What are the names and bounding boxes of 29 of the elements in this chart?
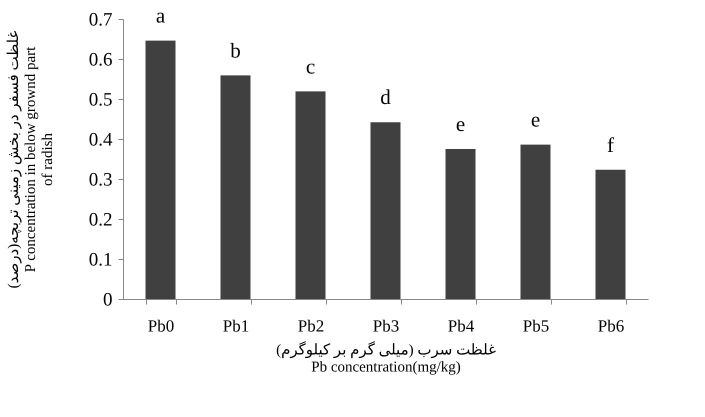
y-tick-label: 0.3 bbox=[88, 170, 112, 190]
x-tick-label: Pb0 bbox=[148, 316, 174, 336]
x-tick-label: Pb4 bbox=[448, 316, 475, 336]
annotation: b bbox=[230, 38, 241, 62]
y-tick-label: 0.6 bbox=[88, 50, 112, 70]
x-tick-label: Pb6 bbox=[598, 316, 624, 336]
bar bbox=[296, 91, 326, 299]
annotation: a bbox=[156, 4, 166, 28]
annotation: f bbox=[607, 132, 614, 157]
x-tick-label: Pb3 bbox=[372, 316, 400, 336]
y-tick-label: 0.7 bbox=[88, 10, 112, 30]
x-tick-label: Pb2 bbox=[298, 316, 324, 336]
bar bbox=[220, 75, 250, 299]
bar bbox=[596, 170, 626, 299]
x-tick-label: Pb5 bbox=[522, 316, 550, 336]
y-tick-label: 0.5 bbox=[88, 90, 112, 110]
annotation: e bbox=[530, 108, 540, 132]
x-tick-label: Pb1 bbox=[222, 316, 250, 336]
bar bbox=[146, 40, 176, 299]
bar bbox=[446, 149, 476, 299]
annotation: c bbox=[306, 54, 316, 78]
annotation: d bbox=[380, 85, 392, 110]
y-tick-label: 0.2 bbox=[88, 210, 112, 230]
bar bbox=[370, 122, 400, 299]
y-tick-label: 0 bbox=[103, 290, 112, 310]
annotation: e bbox=[456, 112, 466, 136]
bar bbox=[520, 144, 550, 299]
y-tick-label: 0.4 bbox=[88, 130, 113, 150]
y-tick-label: 0.1 bbox=[88, 250, 112, 270]
